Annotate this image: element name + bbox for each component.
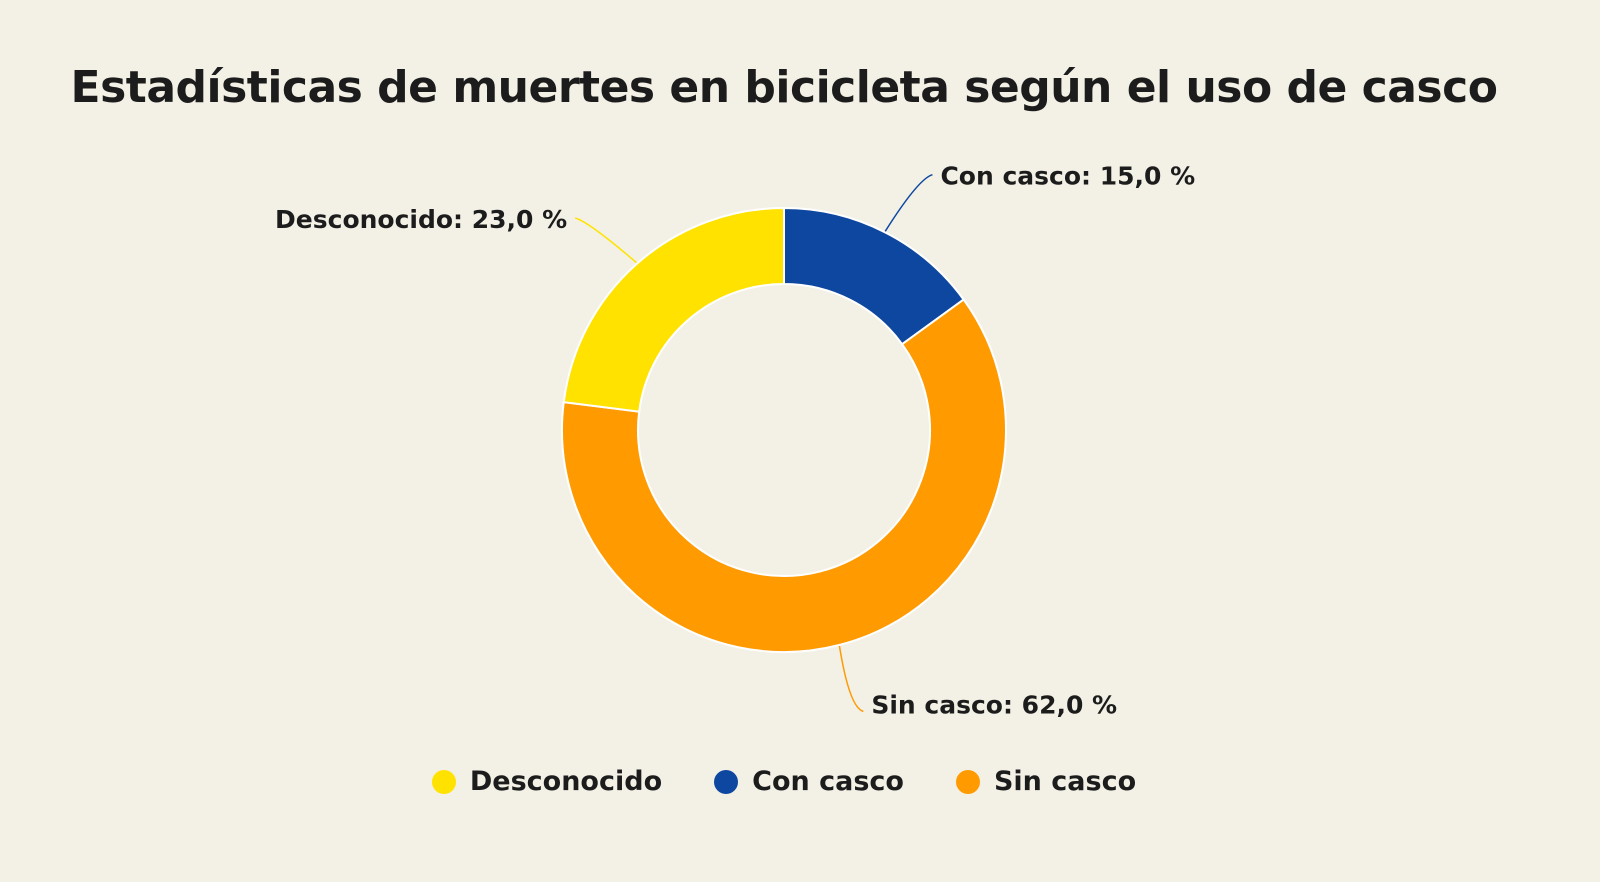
legend-item: Sin casco (955, 766, 1137, 797)
data-label: Sin casco: 62,0 % (871, 690, 1117, 719)
slice-desconocido (562, 206, 785, 413)
leader-line (574, 217, 638, 264)
legend-label: Con casco (752, 766, 904, 797)
legend-dot-icon (431, 769, 456, 794)
data-label: Con casco: 15,0 % (940, 162, 1195, 191)
data-label: Desconocido: 23,0 % (275, 205, 567, 234)
chart-title: Estadísticas de muertes en bicicleta seg… (70, 62, 1498, 113)
legend-item: Con casco (714, 766, 904, 797)
legend-dot-icon (955, 769, 980, 794)
legend-dot-icon (714, 769, 739, 794)
legend-label: Desconocido (469, 766, 663, 797)
leader-line (838, 645, 864, 713)
slice-sin-casco (561, 298, 1007, 653)
legend-item: Desconocido (431, 766, 663, 797)
leader-line (884, 173, 933, 232)
legend-label: Sin casco (993, 766, 1137, 797)
legend: Desconocido Con casco Sin casco (0, 766, 1568, 797)
